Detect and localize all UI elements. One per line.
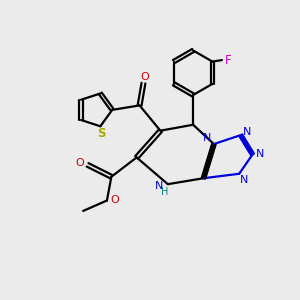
Text: F: F	[224, 54, 231, 67]
Text: N: N	[203, 133, 212, 143]
Text: N: N	[256, 149, 264, 160]
Text: H: H	[161, 187, 169, 196]
Text: N: N	[240, 175, 249, 185]
Text: S: S	[97, 128, 105, 140]
Text: O: O	[110, 195, 119, 205]
Text: N: N	[243, 127, 251, 136]
Text: N: N	[155, 181, 164, 191]
Text: O: O	[141, 72, 149, 82]
Text: O: O	[76, 158, 85, 168]
